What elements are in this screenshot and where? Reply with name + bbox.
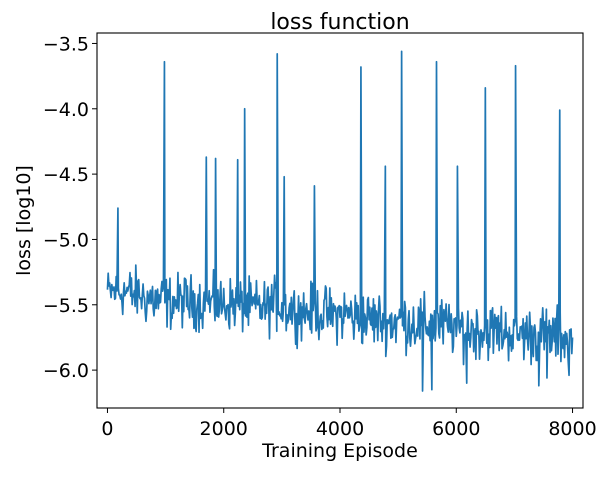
x-tick-label: 0 bbox=[101, 418, 113, 440]
y-tick-label: −3.5 bbox=[43, 33, 89, 55]
y-axis: −6.0 −5.5 −5.0 −4.5 −4.0 −3.5 bbox=[43, 33, 97, 382]
chart-title: loss function bbox=[270, 10, 409, 35]
y-tick-label: −4.5 bbox=[43, 164, 89, 186]
x-axis: 0 2000 4000 6000 8000 bbox=[101, 408, 597, 440]
x-tick-label: 2000 bbox=[200, 418, 248, 440]
x-axis-label: Training Episode bbox=[261, 440, 418, 462]
plot-area bbox=[106, 50, 574, 392]
x-tick-label: 8000 bbox=[548, 418, 596, 440]
x-tick-label: 6000 bbox=[432, 418, 480, 440]
y-tick-label: −6.0 bbox=[43, 360, 89, 382]
series-line-loss bbox=[106, 50, 574, 392]
y-axis-label: loss [log10] bbox=[13, 165, 35, 276]
y-tick-label: −5.5 bbox=[43, 295, 89, 317]
y-tick-label: −5.0 bbox=[43, 229, 89, 251]
y-tick-label: −4.0 bbox=[43, 99, 89, 121]
x-tick-label: 4000 bbox=[316, 418, 364, 440]
